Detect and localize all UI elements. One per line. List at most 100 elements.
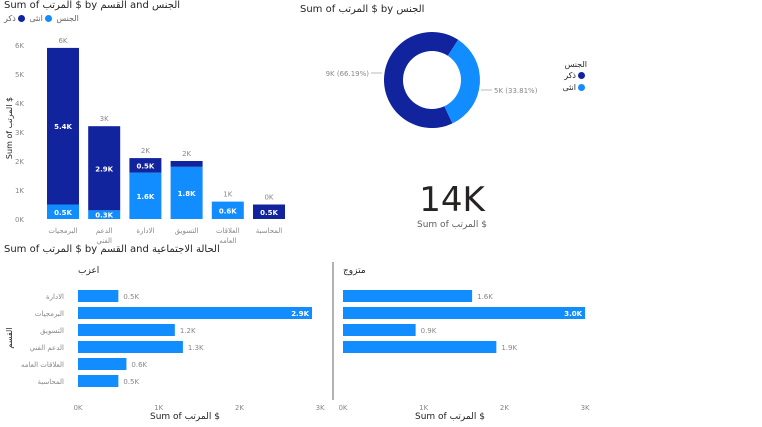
kpi-value: 14K	[419, 180, 485, 220]
legend-item-male[interactable]: ذكر	[555, 71, 587, 80]
data-label: 1.8K	[178, 190, 196, 198]
bar-segment	[170, 166, 203, 219]
bar	[343, 324, 416, 336]
legend-dot-icon	[17, 15, 25, 22]
x-tick-label: التسويق	[175, 227, 199, 235]
total-label: 1K	[223, 191, 232, 199]
data-label: 0.3K	[95, 212, 113, 220]
legend-dot-icon	[578, 72, 585, 79]
slice-label: 9K (66.19%)	[326, 70, 370, 78]
y-tick-label: 4K	[15, 100, 24, 108]
data-label: 1.6K	[136, 193, 154, 201]
donut-legend: الجنس ذكر انثى	[555, 60, 587, 92]
multiples-chart-title: Sum of المرتب $ by القسم and الحالة الاج…	[4, 244, 220, 255]
y-tick-label: البرمجيات	[35, 310, 64, 318]
legend-dot-icon	[578, 84, 585, 91]
y-tick-label: العلاقات العامه	[21, 361, 64, 369]
data-label: 2.9K	[95, 165, 113, 173]
legend-item-male[interactable]: ذكر	[4, 14, 27, 23]
donut-chart-title: Sum of المرتب $ by الجنس	[300, 4, 425, 15]
data-label: 2.9K	[291, 310, 309, 318]
total-label: 6K	[58, 37, 67, 45]
bar	[78, 341, 183, 353]
legend-dot-icon	[44, 15, 52, 22]
data-label: 1.6K	[477, 293, 493, 301]
bar-segment	[211, 201, 244, 219]
x-tick-label: الفني	[96, 237, 112, 245]
y-tick-label: المحاسبة	[37, 378, 64, 386]
panel-title-married: متزوج	[343, 266, 366, 276]
bar-segment	[47, 47, 79, 205]
x-tick-label: العامه	[219, 237, 236, 245]
data-label: 1.9K	[501, 344, 517, 352]
x-tick-label: 0K	[73, 404, 82, 412]
data-label: 0.6K	[219, 207, 237, 215]
x-axis-title-married: Sum of المرتب $	[415, 412, 485, 422]
total-label: 2K	[141, 147, 150, 155]
bar	[78, 324, 175, 336]
bar	[78, 307, 313, 319]
x-tick-label: 1K	[419, 404, 428, 412]
x-axis-title-single: Sum of المرتب $	[150, 412, 220, 422]
x-tick-label: 0K	[338, 404, 347, 412]
data-label: 3.0K	[564, 310, 582, 318]
data-label: 0.6K	[131, 361, 147, 369]
slice-label: 5K (33.81%)	[494, 87, 538, 95]
stacked-chart-title: Sum of المرتب $ by القسم and الجنس	[4, 0, 181, 11]
x-tick-label: الدعم	[96, 227, 113, 235]
x-tick-label: المحاسبة	[256, 227, 283, 235]
bar	[343, 341, 497, 353]
y-tick-label: الادارة	[46, 293, 64, 301]
donut-slice	[444, 39, 480, 124]
total-label: 3K	[100, 115, 109, 123]
data-label: 5.4K	[54, 123, 72, 131]
bar	[78, 290, 119, 302]
bar-segment	[88, 210, 121, 219]
data-label: 0.5K	[123, 378, 139, 386]
y-tick-label: 3K	[15, 129, 24, 137]
x-tick-label: البرمجيات	[48, 227, 77, 235]
y-tick-label: 5K	[15, 71, 24, 79]
legend-item-female[interactable]: انثى	[555, 83, 587, 92]
x-tick-label: 1K	[154, 404, 163, 412]
bar	[78, 375, 119, 387]
data-label: 0.5K	[136, 162, 154, 170]
panel-title-single: اعزب	[78, 266, 100, 276]
kpi-label: Sum of المرتب $	[417, 220, 487, 230]
legend-title: الجنس	[56, 14, 79, 23]
y-tick-label: التسويق	[40, 327, 64, 335]
y-tick-label: 0K	[15, 216, 24, 224]
y-tick-label: 6K	[15, 42, 24, 50]
x-tick-label: 2K	[500, 404, 509, 412]
x-tick-label: 3K	[581, 404, 590, 412]
stacked-chart-legend: الجنس انثى ذكر	[4, 14, 79, 23]
data-label: 0.5K	[54, 209, 72, 217]
y-tick-label: 1K	[15, 187, 24, 195]
bar-segment	[253, 204, 285, 219]
x-tick-label: العلاقات	[216, 227, 240, 235]
bar	[343, 290, 473, 302]
donut-slice	[383, 32, 459, 128]
bar	[343, 307, 586, 319]
y-axis-title: Sum of المرتب $	[5, 97, 14, 159]
bar-segment	[129, 172, 162, 219]
bar-segment	[129, 158, 162, 173]
x-tick-label: الادارة	[136, 227, 154, 235]
y-axis-title: القسم	[5, 327, 14, 348]
y-tick-label: الدعم الفني	[30, 344, 64, 352]
bar-segment	[47, 204, 79, 219]
data-label: 1.3K	[188, 344, 204, 352]
bar	[78, 358, 127, 370]
legend-title: الجنس	[564, 60, 587, 69]
data-label: 0.5K	[260, 209, 278, 217]
x-tick-label: 2K	[235, 404, 244, 412]
total-label: 0K	[264, 194, 273, 202]
data-label: 0.9K	[421, 327, 437, 335]
y-tick-label: 2K	[15, 158, 24, 166]
bar-segment	[88, 126, 121, 211]
bar-segment	[170, 161, 203, 167]
x-tick-label: 3K	[316, 404, 325, 412]
legend-item-female[interactable]: انثى	[29, 14, 54, 23]
data-label: 1.2K	[180, 327, 196, 335]
